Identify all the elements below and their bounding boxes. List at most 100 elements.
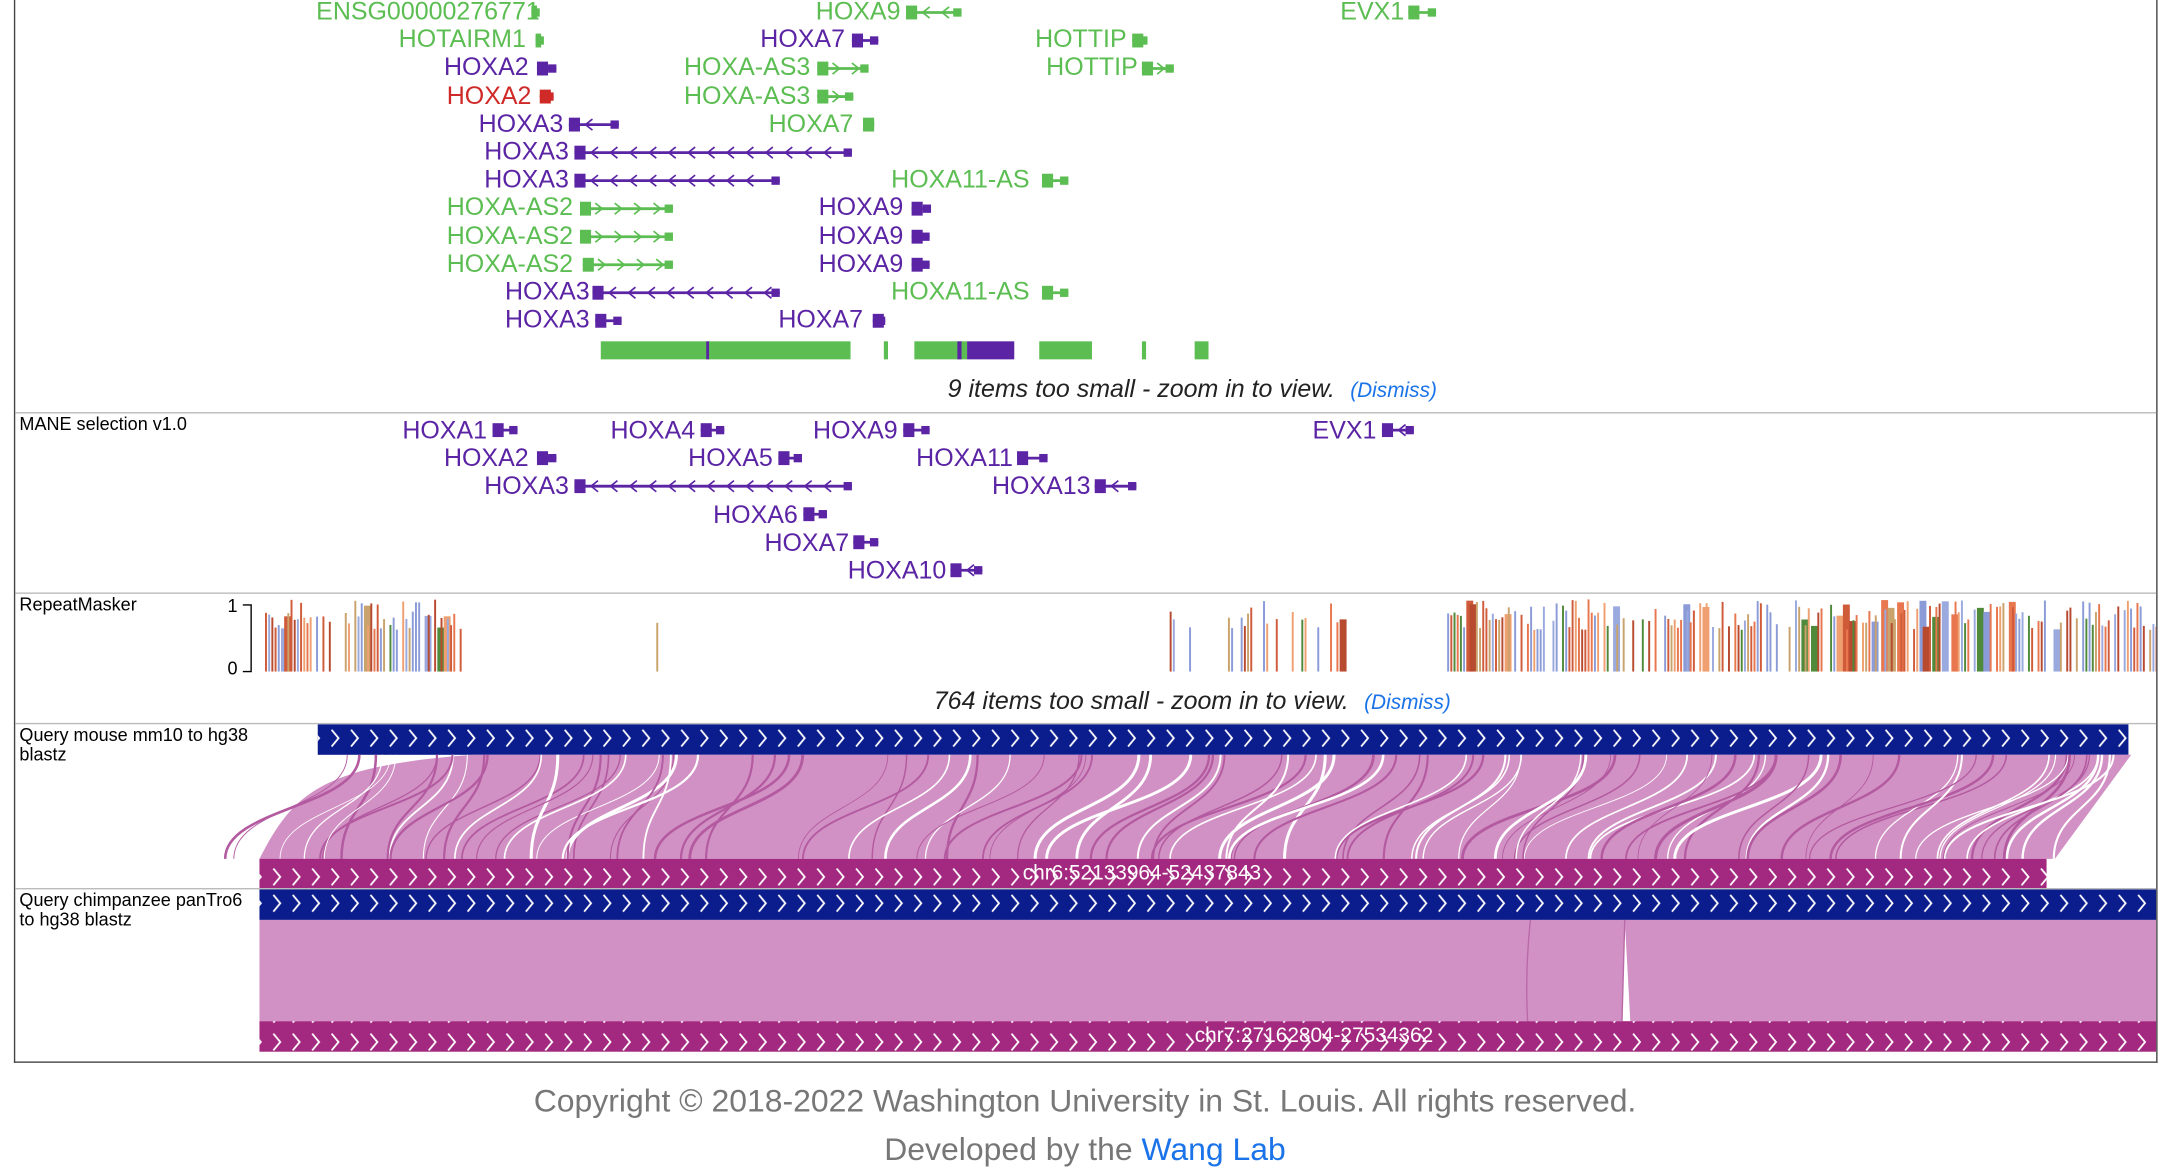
gene-label[interactable]: HOXA5 [688, 444, 773, 473]
gene-model[interactable] [1132, 33, 1148, 48]
gene-model[interactable] [872, 313, 886, 328]
gene-label[interactable]: HOXA9 [818, 249, 904, 278]
gene-model[interactable] [906, 5, 962, 20]
alignment-ribbon [529, 754, 560, 859]
gene-model[interactable] [817, 89, 854, 104]
alignment-ribbon [1493, 754, 1588, 859]
gene-label[interactable]: HOXA6 [713, 500, 798, 529]
gene-label[interactable]: HOXA9 [815, 0, 901, 25]
alignment-ribbon [1587, 754, 1717, 859]
gene-exon [574, 173, 586, 188]
gene-label[interactable]: HOXA11-AS [891, 165, 1030, 194]
gene-model[interactable] [851, 33, 879, 48]
gene-label[interactable]: HOXA7 [760, 25, 845, 53]
gene-model[interactable] [817, 61, 869, 76]
gene-label[interactable]: HOXA11-AS [891, 277, 1030, 306]
repeat-element [2059, 622, 2062, 672]
gene-label[interactable]: HOXA-AS2 [446, 249, 574, 278]
gene-label[interactable]: HOXA3 [505, 277, 590, 306]
gene-label[interactable]: HOXA9 [818, 221, 904, 250]
mouse-alignment-track[interactable]: Query mouse mm10 to hg38 blastz chr6:521… [15, 722, 2157, 890]
gene-model[interactable] [700, 423, 725, 438]
dismiss-link[interactable]: (Dismiss) [1364, 690, 1451, 715]
gene-label[interactable]: EVX1 [1340, 0, 1405, 25]
gene-label[interactable]: HOXA2 [443, 444, 529, 473]
wang-lab-link[interactable]: Wang Lab [1141, 1130, 1286, 1167]
gene-label[interactable]: HOXA3 [484, 472, 569, 501]
gene-label[interactable]: HOXA3 [478, 109, 564, 138]
gene-model[interactable] [535, 33, 544, 48]
gene-label[interactable]: HOXA11 [916, 444, 1013, 473]
repeat-element [1654, 608, 1657, 672]
gene-model[interactable] [582, 257, 673, 272]
gene-model[interactable] [574, 145, 852, 160]
gene-model[interactable] [595, 313, 622, 328]
repeat-element [418, 602, 421, 672]
strand-chevron [584, 118, 593, 131]
gene-model[interactable] [536, 61, 557, 76]
gene-label[interactable]: HOXA-AS2 [446, 221, 574, 250]
gene-model[interactable] [1042, 285, 1069, 300]
gene-model[interactable] [1094, 479, 1137, 494]
gene-label[interactable]: HOTAIRM1 [398, 25, 526, 53]
gene-label[interactable]: HOXA4 [610, 416, 696, 444]
gene-label[interactable]: HOTTIP [1046, 53, 1138, 82]
gene-label[interactable]: HOXA3 [505, 305, 590, 334]
gene-label[interactable]: HOXA2 [443, 53, 529, 82]
mane-track[interactable]: MANE selection v1.0 HOXA1 HOXA4 HOXA9 EVX1 H… [15, 412, 2157, 592]
gene-model[interactable] [950, 563, 983, 578]
repeatmasker-track[interactable]: RepeatMasker 1 0 764 items too small - z… [15, 592, 2157, 722]
gene-model[interactable] [1408, 5, 1437, 20]
gene-model[interactable] [568, 117, 619, 132]
gene-label[interactable]: HOXA9 [813, 416, 898, 444]
gene-model[interactable] [853, 535, 879, 550]
alignment-ribbon [1136, 754, 1222, 859]
alignment-ribbon [916, 754, 1045, 859]
gene-model[interactable] [911, 257, 930, 272]
gene-label[interactable]: HOXA-AS3 [683, 53, 811, 82]
repeat-element [316, 616, 319, 672]
gene-model[interactable] [579, 229, 673, 244]
gene-label[interactable]: HOXA3 [484, 137, 569, 166]
gene-model[interactable] [1381, 423, 1414, 438]
gene-model[interactable] [539, 89, 554, 104]
gene-label[interactable]: HOXA-AS2 [446, 193, 574, 222]
gene-label[interactable]: HOXA-AS3 [683, 81, 811, 110]
gene-model[interactable] [531, 5, 540, 20]
gene-model[interactable] [579, 201, 673, 216]
gene-model[interactable] [903, 423, 930, 438]
gene-model[interactable] [1042, 173, 1069, 188]
gene-label[interactable]: HOXA13 [991, 472, 1091, 501]
gene-model[interactable] [911, 201, 932, 216]
chimp-alignment-track[interactable]: Query chimpanzee panTro6 to hg38 blastz … [15, 888, 2157, 1053]
gene-model[interactable] [1017, 451, 1048, 466]
gene-label[interactable]: HOXA3 [484, 165, 569, 194]
gene-label[interactable]: HOXA9 [818, 193, 904, 222]
gene-model[interactable] [574, 173, 780, 188]
gene-label[interactable]: ENSG00000276771 [316, 0, 540, 25]
gene-model[interactable] [863, 117, 875, 132]
gene-label[interactable]: HOXA7 [778, 305, 864, 334]
gene-model[interactable] [492, 423, 518, 438]
gene-model[interactable] [536, 451, 557, 466]
gene-model[interactable] [911, 229, 930, 244]
gene-annotation-track[interactable]: ENSG00000276771 HOXA9 EVX1 HOTAIRM1 HOXA7 HOT… [15, 0, 2156, 412]
repeat-element [1836, 615, 1844, 672]
gene-label[interactable]: HOXA1 [402, 416, 488, 444]
gene-model[interactable] [803, 507, 827, 522]
repeat-element [2085, 618, 2088, 672]
gene-label[interactable]: HOXA7 [764, 528, 850, 557]
dismiss-link[interactable]: (Dismiss) [1350, 378, 1437, 403]
gene-model[interactable] [592, 285, 780, 300]
repeat-element [1456, 614, 1459, 672]
gene-label[interactable]: HOXA10 [847, 556, 947, 585]
alignment-ribbon [495, 754, 621, 859]
alignment-edge [1621, 919, 1626, 1022]
gene-model[interactable] [574, 479, 852, 494]
gene-label[interactable]: HOXA7 [768, 109, 854, 138]
gene-label[interactable]: HOXA2 [446, 81, 532, 110]
gene-label[interactable]: HOTTIP [1035, 25, 1127, 53]
gene-model[interactable] [1141, 61, 1174, 76]
gene-model[interactable] [778, 451, 802, 466]
gene-label[interactable]: EVX1 [1312, 416, 1377, 444]
